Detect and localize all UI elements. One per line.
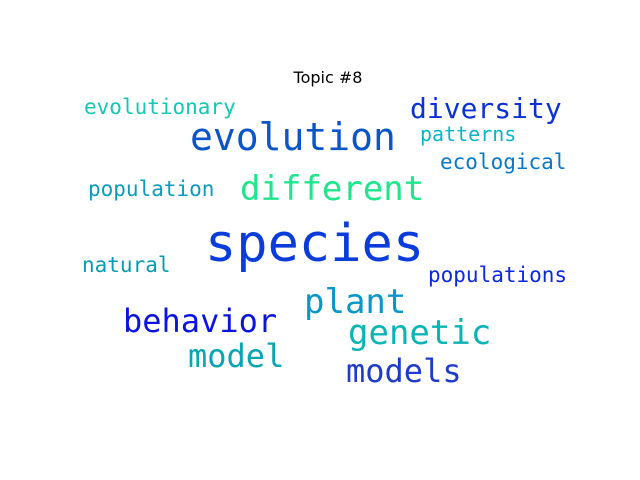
figure-title: Topic #8 <box>293 68 363 87</box>
word-population: population <box>88 177 215 201</box>
word-plant: plant <box>304 282 407 322</box>
word-populations: populations <box>428 263 568 287</box>
word-diversity: diversity <box>410 92 562 125</box>
word-evolution: evolution <box>190 115 396 159</box>
word-ecological: ecological <box>440 150 567 174</box>
word-species: species <box>205 214 425 274</box>
word-patterns: patterns <box>420 122 517 146</box>
word-models: models <box>346 352 462 390</box>
word-different: different <box>240 169 425 209</box>
word-model: model <box>188 337 285 375</box>
word-genetic: genetic <box>348 313 492 353</box>
word-behavior: behavior <box>123 302 278 340</box>
word-evolutionary: evolutionary <box>84 95 236 119</box>
word-natural: natural <box>82 253 171 277</box>
